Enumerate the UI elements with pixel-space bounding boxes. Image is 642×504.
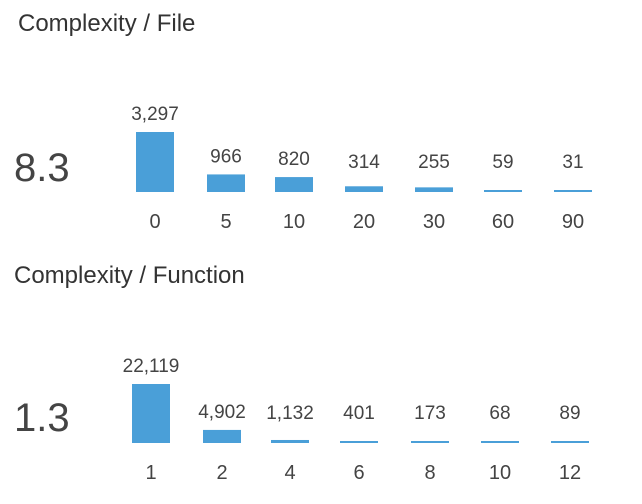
file-bar-10[interactable]: [275, 177, 313, 192]
file-bar-20[interactable]: [345, 186, 383, 192]
function-value-label-8: 173: [414, 403, 446, 424]
file-value-label-30: 255: [418, 152, 450, 173]
file-tick-label-0: 0: [149, 211, 160, 233]
function-tick-label-2: 2: [216, 462, 227, 484]
function-tick-label-4: 4: [284, 462, 295, 484]
complexity-file-average: 8.3: [14, 146, 70, 190]
complexity-function-chart: 22,119 1 4,902 2 1,132 4 401 6 173 8 68 10 89 12: [123, 356, 589, 484]
file-tick-label-60: 60: [492, 211, 514, 233]
complexity-file-section: Complexity / File 8.3 3,297 0 966 5 820 10 314…: [0, 0, 642, 250]
function-bar-10[interactable]: [481, 441, 519, 443]
file-bar-0[interactable]: [136, 132, 174, 192]
function-value-label-4: 1,132: [266, 403, 314, 424]
function-value-label-6: 401: [343, 403, 375, 424]
function-tick-label-6: 6: [353, 462, 364, 484]
function-bar-6[interactable]: [340, 441, 378, 443]
file-value-label-10: 820: [278, 149, 310, 170]
complexity-file-title: Complexity / File: [18, 10, 196, 37]
file-bar-60[interactable]: [484, 190, 522, 192]
function-tick-label-8: 8: [424, 462, 435, 484]
file-value-label-5: 966: [210, 146, 242, 167]
file-tick-label-5: 5: [220, 211, 231, 233]
function-value-label-1: 22,119: [123, 356, 180, 377]
file-tick-label-10: 10: [283, 211, 305, 233]
file-value-label-90: 31: [562, 152, 583, 173]
complexity-file-chart: 3,297 0 966 5 820 10 314 20 255 30 59 60 31 90: [131, 104, 592, 233]
file-value-label-0: 3,297: [131, 104, 179, 125]
function-value-label-12: 89: [559, 403, 580, 424]
complexity-function-section: Complexity / Function 1.3 22,119 1 4,902 2 1…: [0, 252, 642, 502]
complexity-function-average: 1.3: [14, 396, 70, 440]
function-bar-4[interactable]: [271, 439, 309, 443]
file-bar-90[interactable]: [554, 190, 592, 192]
function-tick-label-12: 12: [559, 462, 581, 484]
function-tick-label-1: 1: [145, 462, 156, 484]
function-bar-8[interactable]: [411, 441, 449, 443]
file-bar-30[interactable]: [415, 187, 453, 192]
function-value-label-10: 68: [489, 403, 510, 424]
file-bar-5[interactable]: [207, 174, 245, 192]
function-bar-1[interactable]: [132, 384, 170, 443]
function-tick-label-10: 10: [489, 462, 511, 484]
file-tick-label-30: 30: [423, 211, 445, 233]
function-bar-12[interactable]: [551, 441, 589, 443]
file-tick-label-20: 20: [353, 211, 375, 233]
function-value-label-2: 4,902: [198, 402, 246, 423]
file-tick-label-90: 90: [562, 211, 584, 233]
file-value-label-60: 59: [492, 152, 513, 173]
file-value-label-20: 314: [348, 152, 380, 173]
function-bar-2[interactable]: [203, 429, 241, 443]
complexity-function-title: Complexity / Function: [14, 262, 245, 289]
